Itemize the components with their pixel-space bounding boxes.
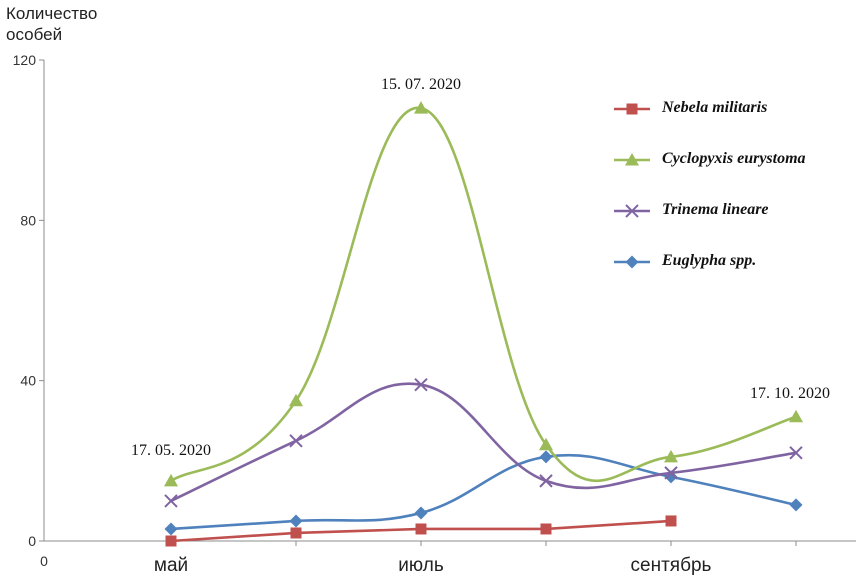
legend-swatch	[614, 153, 650, 166]
data-point-euglypha-spp	[539, 450, 553, 464]
data-point-trinema-lineare	[289, 434, 303, 448]
y-tick-label: 80	[20, 212, 36, 228]
y-axis-title: Количество особей	[6, 4, 98, 44]
x-origin-label: 0	[40, 553, 48, 569]
x-tick-label: сентябрь	[631, 555, 712, 576]
data-point-euglypha-spp	[789, 498, 803, 512]
date-annotation: 15. 07. 2020	[381, 76, 461, 93]
legend-swatch	[614, 204, 650, 218]
y-tick-label: 120	[13, 52, 37, 68]
data-point-cyclopyxis-eurystoma	[539, 437, 553, 451]
data-point-cyclopyxis-eurystoma	[289, 393, 303, 407]
data-point-cyclopyxis-eurystoma	[414, 101, 428, 114]
date-annotation: 17. 05. 2020	[131, 442, 211, 459]
data-point-trinema-lineare	[539, 474, 553, 488]
data-point-nebela-militaris	[165, 535, 177, 547]
legend-label: Trinema lineare	[662, 201, 769, 218]
data-point-euglypha-spp	[164, 522, 178, 536]
date-annotation: 17. 10. 2020	[750, 385, 830, 402]
data-point-cyclopyxis-eurystoma	[664, 449, 678, 463]
legend-swatch	[614, 103, 650, 115]
data-point-trinema-lineare	[164, 494, 178, 508]
data-point-cyclopyxis-eurystoma	[789, 409, 803, 423]
data-point-nebela-militaris	[540, 523, 552, 535]
data-point-euglypha-spp	[414, 506, 428, 520]
data-point-trinema-lineare	[664, 466, 678, 480]
x-tick-label: июль	[398, 555, 444, 576]
series-line-euglypha-spp	[170, 453, 797, 531]
legend-label: Euglypha spp.	[662, 252, 757, 269]
legend-label: Cyclopyxis eurystoma	[662, 150, 806, 167]
x-tick-label: май	[154, 555, 188, 576]
data-point-trinema-lineare	[789, 446, 803, 460]
legend-swatch	[614, 255, 650, 269]
data-point-nebela-militaris	[290, 527, 302, 539]
data-point-euglypha-spp	[289, 514, 303, 528]
data-point-nebela-militaris	[415, 523, 427, 535]
data-point-trinema-lineare	[414, 377, 428, 392]
data-point-cyclopyxis-eurystoma	[164, 473, 178, 487]
y-tick-label: 0	[28, 533, 36, 549]
y-tick-label: 40	[20, 373, 36, 389]
legend-label: Nebela militaris	[662, 99, 768, 116]
data-point-nebela-militaris	[665, 515, 677, 527]
series-line-trinema-lineare	[170, 382, 797, 503]
